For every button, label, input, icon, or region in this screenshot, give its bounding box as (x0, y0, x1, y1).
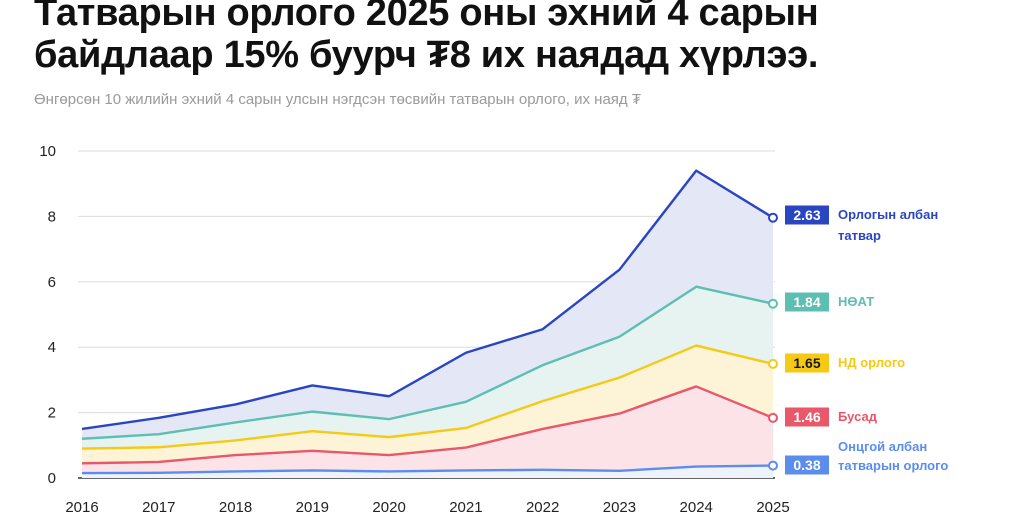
x-tick-label: 2023 (603, 499, 636, 516)
y-tick-label: 4 (48, 339, 56, 356)
x-tick-label: 2016 (65, 499, 98, 516)
x-tick-label: 2021 (449, 499, 482, 516)
series-line-0 (81, 464, 774, 475)
series-label: Орлогын албан (838, 207, 938, 222)
x-tick-label: 2024 (680, 499, 713, 516)
data-point (768, 358, 778, 369)
series-label: НД орлого (838, 355, 905, 370)
chart-title: Татварын орлого 2025 оны эхний 4 сарын б… (34, 0, 819, 76)
area-series-2 (82, 345, 773, 464)
value-badge (785, 353, 829, 373)
value-badge-text: 0.38 (793, 457, 820, 473)
value-badge (785, 205, 829, 225)
x-tick-label: 2020 (372, 499, 405, 516)
value-badge (785, 407, 829, 427)
series-line-3 (81, 285, 774, 440)
series-line-2 (81, 344, 774, 450)
value-badge (785, 455, 829, 475)
area-series-4 (82, 170, 773, 439)
series-label: НӨАТ (838, 294, 874, 309)
data-point (768, 212, 778, 223)
series-label: Онцгой албан (838, 439, 927, 454)
value-badge-text: 1.65 (793, 355, 820, 371)
y-tick-label: 6 (48, 274, 56, 291)
area-series-3 (82, 286, 773, 449)
x-tick-label: 2017 (142, 499, 175, 516)
data-point (768, 460, 778, 471)
series-label: Бусад (838, 409, 878, 424)
value-badge-text: 1.46 (793, 409, 820, 425)
series-label: татварын орлого (838, 458, 948, 473)
data-point (768, 298, 778, 309)
series-label: татвар (838, 228, 881, 243)
series-line-1 (81, 385, 774, 465)
value-badge-text: 1.84 (793, 294, 820, 310)
y-tick-label: 10 (39, 143, 56, 160)
chart-subtitle: Өнгөрсөн 10 жилийн эхний 4 сарын улсын н… (34, 91, 641, 108)
value-badge-text: 2.63 (793, 207, 820, 223)
data-point (768, 412, 778, 423)
y-tick-label: 2 (48, 405, 56, 422)
area-series-1 (82, 386, 773, 474)
y-tick-label: 0 (48, 470, 56, 487)
value-badge (785, 292, 829, 312)
series-line-4 (81, 169, 774, 431)
y-tick-label: 8 (48, 208, 56, 225)
x-tick-label: 2022 (526, 499, 559, 516)
x-tick-label: 2025 (756, 499, 789, 516)
x-tick-label: 2018 (219, 499, 252, 516)
x-tick-label: 2019 (296, 499, 329, 516)
